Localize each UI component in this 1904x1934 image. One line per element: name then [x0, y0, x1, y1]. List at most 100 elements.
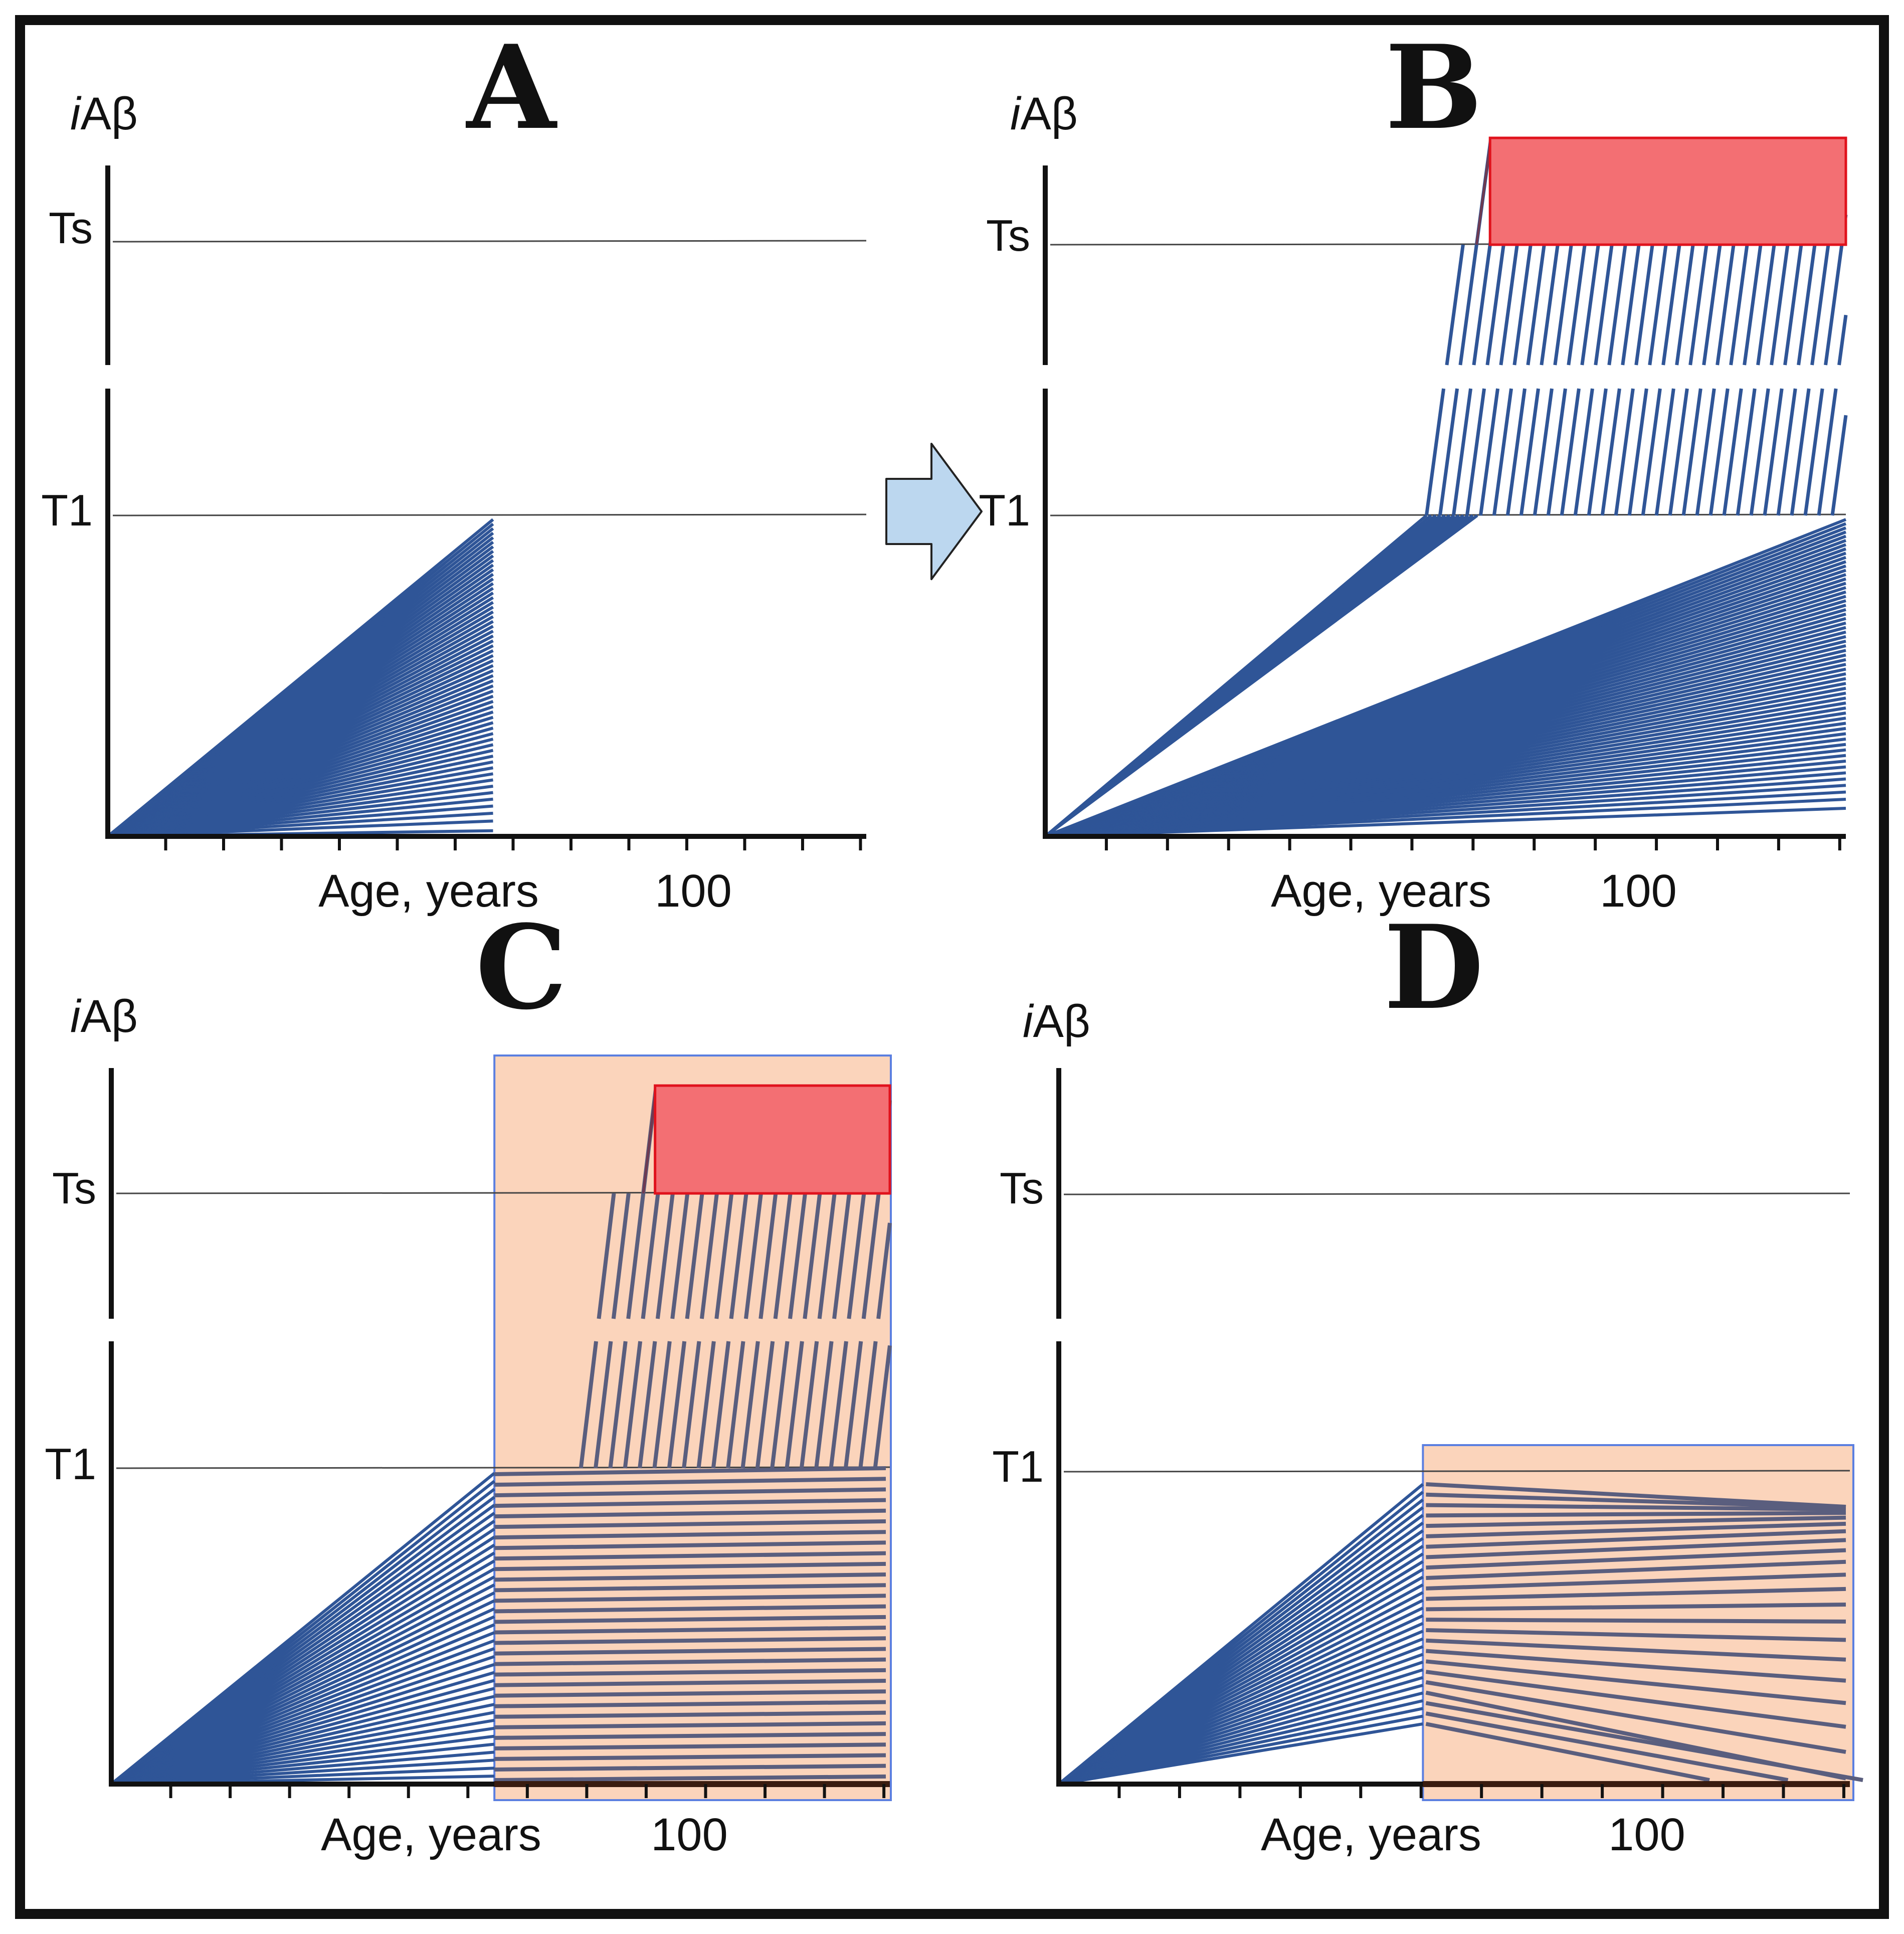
- trajectory-line: [1505, 388, 1527, 516]
- trajectory-line: [594, 1341, 613, 1469]
- trajectory-line: [494, 1594, 886, 1603]
- trajectory-line: [494, 1530, 886, 1540]
- trajectory-line: [1478, 388, 1500, 516]
- trajectory-line: [711, 1341, 731, 1469]
- trajectory-line: [494, 1561, 886, 1571]
- trajectory-line: [1722, 388, 1743, 516]
- y-axis-name-italic: i: [1023, 996, 1034, 1047]
- trajectory-line: [1776, 388, 1797, 516]
- red-zone-hatch: [1475, 137, 1492, 245]
- trajectory-line: [1425, 1670, 1846, 1729]
- trajectory-line: [1465, 388, 1486, 516]
- trajectory-line: [1790, 388, 1811, 516]
- threshold-t1-line: [112, 513, 867, 516]
- trajectory-line: [667, 1341, 687, 1469]
- x-axis-milestone-label: 100: [1608, 1809, 1685, 1860]
- trajectory-line: [494, 1626, 886, 1635]
- trajectory-line: [494, 1679, 886, 1687]
- trajectory-line: [858, 1341, 878, 1469]
- trajectory-line: [843, 1341, 863, 1469]
- trajectory-line: [1654, 388, 1675, 516]
- trajectory-line: [597, 1193, 616, 1319]
- trajectory-line: [1426, 1538, 1846, 1559]
- trajectory-line: [829, 1341, 848, 1469]
- trajectory-line: [494, 1551, 886, 1561]
- trajectory-line: [1426, 1618, 1846, 1624]
- panel-letter: A: [466, 20, 558, 155]
- trajectory-line: [623, 1341, 643, 1469]
- trajectory-line: [494, 1615, 886, 1624]
- x-axis-label: Age, years: [1261, 1809, 1481, 1860]
- trajectory-line: [1058, 1483, 1424, 1786]
- y-axis-name: iAβ: [70, 88, 138, 139]
- trajectory-line: [1736, 388, 1757, 516]
- y-axis-name-text: Aβ: [80, 991, 137, 1042]
- trajectory-line: [652, 1341, 672, 1469]
- trajectory-line: [494, 1774, 886, 1782]
- trajectory-line: [494, 1519, 886, 1529]
- threshold-ts-label: Ts: [52, 1163, 96, 1213]
- y-axis-name-italic: i: [70, 991, 82, 1042]
- trajectories: [1058, 1482, 1863, 1786]
- trajectory-line: [1533, 388, 1554, 516]
- trajectory-line: [1763, 388, 1784, 516]
- transition-arrow-icon: [885, 443, 983, 580]
- trajectory-line: [494, 1689, 886, 1698]
- trajectory-line: [1587, 388, 1608, 516]
- trajectory-line: [1830, 415, 1848, 516]
- trajectory-line: [1573, 388, 1594, 516]
- trajectory-line: [1044, 514, 1478, 838]
- trajectory-line: [1044, 518, 1847, 838]
- trajectory-line: [1438, 388, 1459, 516]
- trajectory-line: [1749, 388, 1770, 516]
- trajectory-line: [1426, 1492, 1846, 1510]
- x-axis-label: Age, years: [318, 865, 539, 917]
- trajectory-line: [1492, 388, 1513, 516]
- threshold-t1-label: T1: [41, 485, 93, 535]
- trajectory-line: [638, 1341, 657, 1469]
- trajectory-line: [494, 1487, 886, 1498]
- trajectory-line: [494, 1540, 886, 1550]
- trajectory-line: [1426, 1482, 1846, 1509]
- y-axis-name-text: Aβ: [80, 88, 137, 139]
- trajectory-line: [1708, 388, 1730, 516]
- x-axis-label: Age, years: [321, 1809, 541, 1860]
- threshold-t1-label: T1: [45, 1439, 96, 1489]
- threshold-ts-label: Ts: [49, 203, 93, 253]
- trajectory-line: [1426, 1628, 1846, 1642]
- trajectory-line: [1560, 388, 1581, 516]
- trajectory-line: [1817, 388, 1838, 516]
- trajectory-line: [1426, 1521, 1846, 1538]
- trajectory-line: [1627, 388, 1648, 516]
- threshold-t1-label: T1: [979, 485, 1030, 535]
- trajectory-line: [1451, 388, 1473, 516]
- panel-letter: B: [1385, 20, 1482, 155]
- y-axis-name-italic: i: [70, 88, 82, 139]
- trajectory-line: [1426, 1603, 1846, 1612]
- threshold-ts-line: [112, 240, 867, 243]
- trajectory-line: [1425, 388, 1446, 516]
- trajectory-line: [876, 1222, 892, 1319]
- trajectory-line: [1426, 1638, 1846, 1662]
- trajectory-line: [1445, 244, 1465, 366]
- y-axis-name-text: Aβ: [1020, 88, 1077, 139]
- trajectory-line: [799, 1341, 819, 1469]
- x-axis-milestone-label: 100: [651, 1809, 728, 1860]
- threshold-t1-line: [1063, 1470, 1850, 1473]
- y-axis-name: iAβ: [1010, 88, 1078, 139]
- trajectory-line: [494, 1700, 886, 1708]
- trajectory-line: [1426, 1559, 1846, 1580]
- trajectory-line: [1426, 1511, 1846, 1518]
- trajectory-line: [1426, 1515, 1846, 1528]
- trajectory-line: [740, 1341, 760, 1469]
- x-axis-milestone-label: 100: [655, 865, 732, 917]
- trajectory-line: [1426, 1572, 1846, 1591]
- trajectory-line: [107, 518, 494, 838]
- trajectories: [1044, 137, 1848, 838]
- trajectory-line: [814, 1341, 834, 1469]
- trajectory-line: [579, 1341, 599, 1469]
